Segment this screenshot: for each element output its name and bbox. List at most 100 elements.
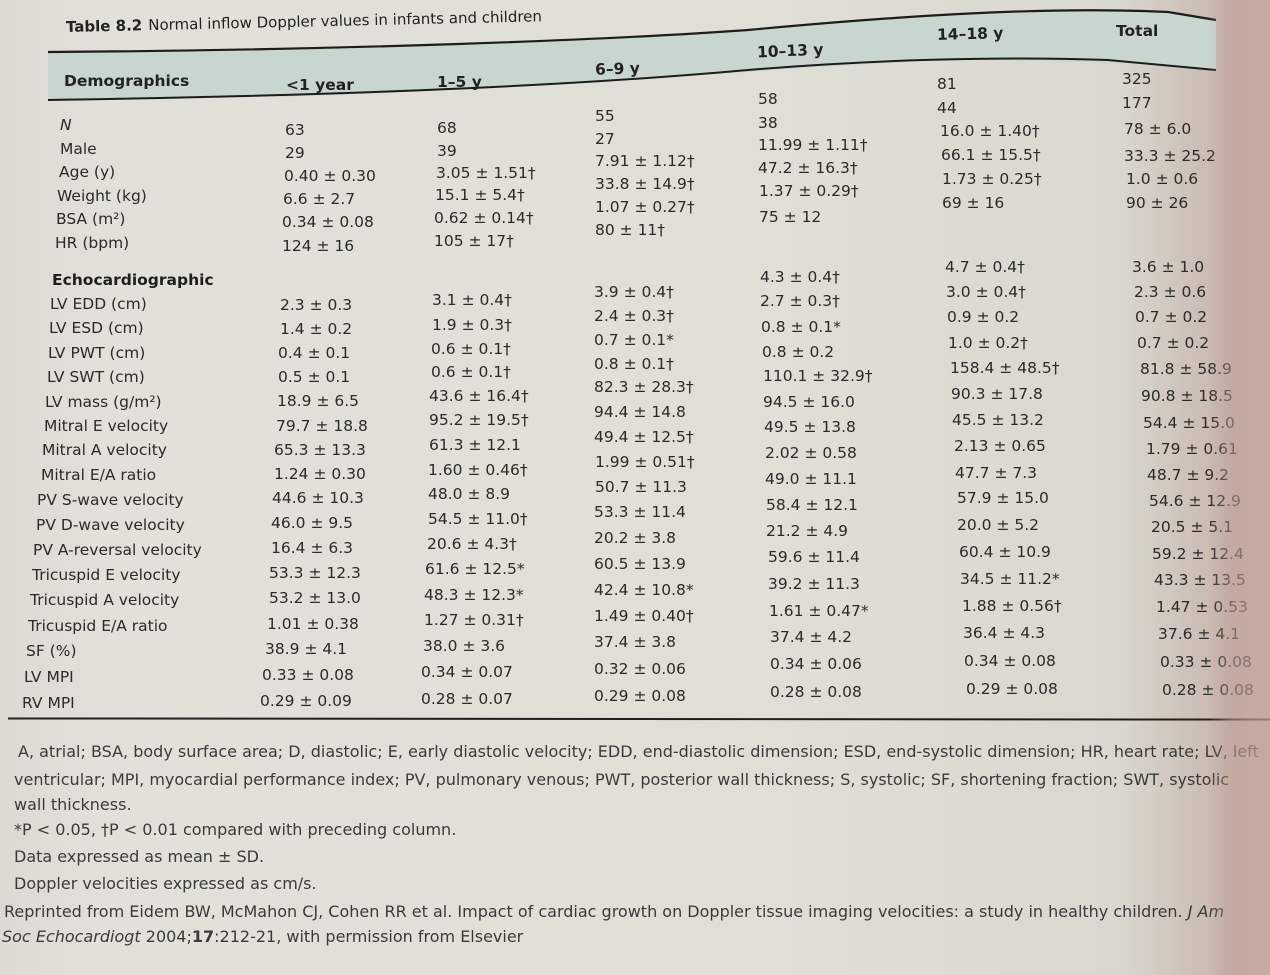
row-label: N: [60, 116, 72, 134]
cell: 79.7 ± 18.8: [276, 417, 368, 435]
row-label: Tricuspid A velocity: [30, 591, 180, 609]
cell: 53.2 ± 13.0: [269, 589, 361, 607]
row-label: RV MPI: [22, 694, 75, 712]
row-label: LV PWT (cm): [48, 344, 146, 362]
cell: 1.37 ± 0.29†: [759, 182, 859, 200]
cell: 90.3 ± 17.8: [951, 385, 1043, 403]
cell: 177: [1122, 94, 1152, 112]
cell: 37.4 ± 4.2: [770, 628, 853, 646]
cell: 27: [595, 130, 615, 148]
cell: 16.4 ± 6.3: [271, 539, 354, 557]
abbreviations-line-2: ventricular; MPI, myocardial performance…: [14, 770, 1230, 789]
cell: 44: [937, 99, 957, 117]
cell: 0.7 ± 0.2: [1135, 308, 1208, 326]
cell: 90 ± 26: [1126, 194, 1189, 212]
row-label: LV EDD (cm): [50, 295, 147, 313]
cell: 0.8 ± 0.2: [762, 343, 835, 361]
cell: 47.7 ± 7.3: [955, 464, 1038, 482]
cell: 66.1 ± 15.5†: [941, 146, 1041, 164]
cell: 2.3 ± 0.6: [1134, 283, 1207, 301]
data-expression-note: Data expressed as mean ± SD.: [14, 847, 265, 866]
cell: 55: [595, 107, 615, 125]
cell: 1.07 ± 0.27†: [595, 198, 695, 216]
cell: 37.4 ± 3.8: [594, 633, 677, 651]
citation-year: 2004;: [145, 927, 192, 946]
cell: 47.2 ± 16.3†: [758, 159, 858, 177]
table-title-text: Normal inflow Doppler values in infants …: [148, 7, 543, 35]
cell: 49.0 ± 11.1: [765, 470, 857, 488]
cell: 11.99 ± 1.11†: [758, 136, 868, 154]
cell: 94.5 ± 16.0: [763, 393, 855, 411]
cell: 81: [937, 75, 957, 93]
cell: 58.4 ± 12.1: [766, 496, 858, 514]
cell: 78 ± 6.0: [1124, 120, 1192, 138]
journal-name-part-2: Soc Echocardiogt: [2, 927, 141, 946]
cell: 33.3 ± 25.2: [1124, 147, 1216, 165]
cell: 2.4 ± 0.3†: [594, 307, 674, 325]
journal-name-part-1: J Am: [1187, 902, 1225, 921]
cell: 48.7 ± 9.2: [1147, 466, 1230, 484]
row-label: LV ESD (cm): [49, 319, 144, 337]
cell: 54.4 ± 15.0: [1143, 414, 1235, 432]
cell: 59.2 ± 12.4: [1152, 545, 1244, 563]
cell: 1.9 ± 0.3†: [432, 316, 512, 334]
cell: 1.79 ± 0.61: [1146, 440, 1238, 458]
cell: 0.34 ± 0.06: [770, 655, 862, 673]
cell: 39: [437, 142, 457, 160]
cell: 1.60 ± 0.46†: [428, 461, 528, 479]
cell: 58: [758, 90, 778, 108]
cell: 1.0 ± 0.2†: [948, 334, 1028, 352]
cell: 0.5 ± 0.1: [278, 368, 351, 386]
row-label: Mitral E/A ratio: [41, 466, 157, 484]
cell: 0.29 ± 0.09: [260, 692, 352, 710]
row-label: Mitral A velocity: [42, 441, 167, 459]
cell: 36.4 ± 4.3: [963, 624, 1046, 642]
row-label: HR (bpm): [55, 234, 130, 252]
cell: 0.8 ± 0.1†: [594, 355, 674, 373]
cell: 3.1 ± 0.4†: [432, 291, 512, 309]
cell: 20.5 ± 5.1: [1151, 518, 1234, 536]
cell: 1.73 ± 0.25†: [942, 170, 1042, 188]
cell: 110.1 ± 32.9†: [763, 367, 873, 385]
cell: 43.6 ± 16.4†: [429, 387, 529, 405]
cell: 82.3 ± 28.3†: [594, 378, 694, 396]
cell: 0.6 ± 0.1†: [431, 363, 511, 381]
cell: 20.2 ± 3.8: [594, 529, 677, 547]
cell: 2.02 ± 0.58: [765, 444, 857, 462]
cell: 0.32 ± 0.06: [594, 660, 686, 678]
cell: 0.28 ± 0.08: [1162, 681, 1254, 699]
row-label: Tricuspid E/A ratio: [28, 617, 168, 635]
cell: 60.5 ± 13.9: [594, 555, 686, 573]
row-label: LV mass (g/m²): [45, 393, 162, 411]
row-label: Mitral E velocity: [44, 417, 169, 435]
reprint-citation-text: Reprinted from Eidem BW, McMahon CJ, Coh…: [4, 902, 1183, 921]
abbreviations-line-3: wall thickness.: [14, 795, 132, 814]
cell: 2.13 ± 0.65: [954, 437, 1046, 455]
cell: 20.6 ± 4.3†: [427, 535, 517, 553]
cell: 61.3 ± 12.1: [429, 436, 521, 454]
cell: 0.34 ± 0.08: [964, 652, 1056, 670]
reprint-citation-line-2: Soc Echocardiogt 2004;17:212-21, with pe…: [2, 923, 1254, 951]
cell: 1.27 ± 0.31†: [424, 611, 524, 629]
cell: 15.1 ± 5.4†: [435, 186, 525, 204]
cell: 38.0 ± 3.6: [423, 637, 506, 655]
cell: 33.8 ± 14.9†: [595, 175, 695, 193]
cell: 0.62 ± 0.14†: [434, 209, 534, 227]
cell: 0.9 ± 0.2: [947, 308, 1020, 326]
cell: 0.29 ± 0.08: [966, 680, 1058, 698]
cell: 3.6 ± 1.0: [1132, 258, 1205, 276]
cell: 54.5 ± 11.0†: [428, 510, 528, 528]
cell: 0.33 ± 0.08: [262, 666, 354, 684]
section-heading-echocardiographic: Echocardiographic: [52, 271, 214, 289]
cell: 48.0 ± 8.9: [428, 485, 511, 503]
cell: 105 ± 17†: [434, 232, 514, 250]
velocity-units-note: Doppler velocities expressed as cm/s.: [14, 874, 317, 893]
row-label: BSA (m²): [56, 210, 126, 228]
row-label: SF (%): [26, 642, 77, 660]
cell: 46.0 ± 9.5: [271, 514, 354, 532]
cell: 20.0 ± 5.2: [957, 516, 1040, 534]
cell: 34.5 ± 11.2*: [960, 570, 1060, 588]
cell: 94.4 ± 14.8: [594, 403, 686, 421]
cell: 0.7 ± 0.2: [1137, 334, 1210, 352]
cell: 3.0 ± 0.4†: [946, 283, 1026, 301]
